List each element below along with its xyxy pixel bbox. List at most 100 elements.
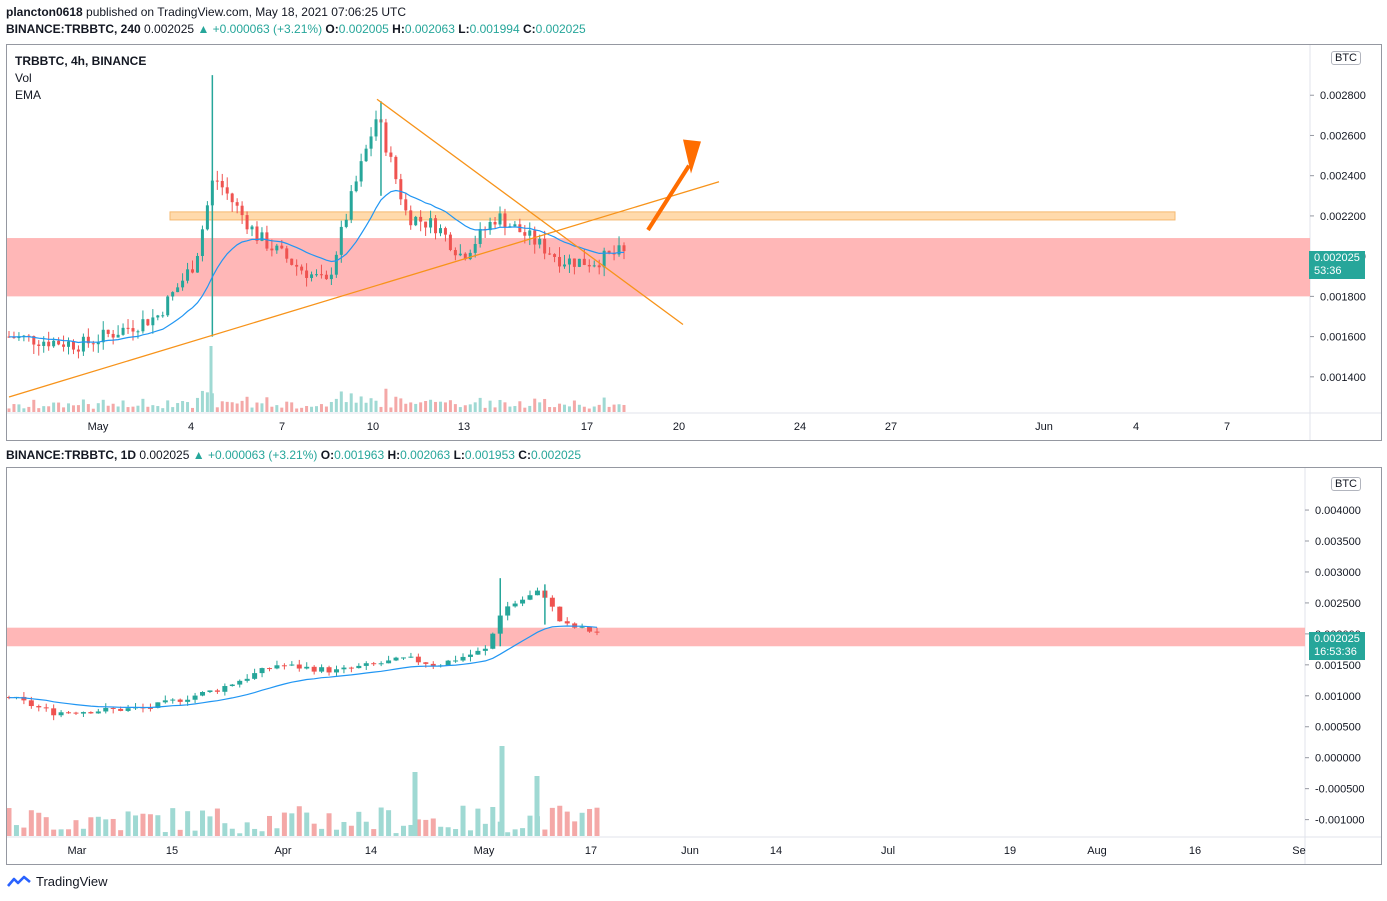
volume-bar [443, 402, 447, 412]
top-chart-panel[interactable]: 0.0014000.0016000.0018000.0020000.002200… [6, 44, 1382, 441]
volume-bar [91, 408, 95, 412]
volume-bar [43, 817, 49, 836]
x-tick-label: Jun [1035, 421, 1053, 433]
candle-body [438, 228, 442, 234]
y-tick-label: 0.001000 [1315, 691, 1361, 703]
x-tick-label: Jul [881, 845, 895, 857]
volume-bar [520, 828, 526, 836]
volume-bar [52, 402, 56, 412]
volume-bar [289, 813, 295, 836]
volume-bar [13, 825, 19, 836]
top-unit-label[interactable]: BTC [1331, 51, 1361, 65]
candle-body [549, 597, 555, 607]
candle-body [176, 287, 180, 293]
bottom-chart-svg[interactable]: 0.0040000.0035000.0030000.0025000.002000… [7, 468, 1381, 864]
volume-bar [493, 407, 497, 412]
volume-bar [582, 406, 586, 412]
candle-body [230, 193, 234, 203]
volume-bar [110, 818, 116, 836]
volume-bar [171, 407, 175, 412]
candle-body [111, 333, 115, 338]
bottom-chart-panel[interactable]: 0.0040000.0035000.0030000.0025000.002000… [6, 467, 1382, 865]
legend-title[interactable]: TRBBTC, 4h, BINANCE [15, 54, 147, 68]
candle-body [349, 191, 353, 220]
candle-body [356, 665, 362, 669]
publish-line: plancton0618 published on TradingView.co… [6, 5, 406, 19]
candle-body [319, 667, 325, 672]
top-last: 0.002025 [144, 22, 195, 36]
volume-bar [200, 390, 204, 412]
candle-body [225, 187, 229, 194]
volume-bar [200, 810, 206, 836]
footer-brand[interactable]: TradingView [6, 874, 108, 889]
volume-bar [508, 406, 512, 412]
author[interactable]: plancton0618 [6, 5, 83, 19]
volume-bar [558, 403, 562, 412]
y-tick-label: 0.002400 [1320, 171, 1366, 183]
candle-body [57, 340, 61, 345]
volume-bar [463, 405, 467, 412]
top-low: 0.001994 [469, 22, 520, 36]
volume-spike-bar [412, 772, 418, 836]
candle-body [400, 657, 406, 659]
candle-body [220, 180, 224, 188]
l-label: L: [458, 22, 470, 36]
candle-body [215, 180, 219, 182]
volume-bar [587, 408, 591, 412]
volume-bar [315, 406, 318, 412]
x-tick-label: 4 [188, 421, 194, 433]
candle-body [324, 274, 328, 280]
x-tick-label: 27 [885, 421, 897, 433]
support-zone [7, 238, 1310, 297]
candle-body [76, 349, 80, 352]
volume-bar [304, 812, 310, 836]
candle-body [281, 665, 287, 667]
candle-body [386, 660, 392, 664]
top-price-tag: 0.002025 53:36 [1309, 251, 1365, 279]
candle-body [237, 680, 243, 685]
candle-body [622, 245, 626, 252]
x-tick-label: May [88, 421, 109, 433]
publish-info: published on TradingView.com, May 18, 20… [82, 5, 407, 19]
candle-body [161, 315, 165, 317]
top-chart-svg[interactable]: 0.0014000.0016000.0018000.0020000.002200… [7, 45, 1381, 440]
volume-bar [389, 407, 393, 412]
legend-vol[interactable]: Vol [15, 71, 32, 85]
c-label: C: [518, 448, 531, 462]
bottom-last: 0.002025 [139, 448, 190, 462]
candle-body [245, 215, 249, 230]
bottom-unit-label[interactable]: BTC [1331, 477, 1361, 491]
volume-bar [482, 823, 488, 836]
x-tick-label: Apr [274, 845, 291, 857]
candle-body [310, 274, 314, 278]
candle-body [572, 258, 576, 267]
y-tick-label: 0.002200 [1320, 211, 1366, 223]
top-close: 0.002025 [535, 22, 586, 36]
top-ohlc-line: BINANCE:TRBBTC, 240 0.002025 ▲ +0.000063… [6, 22, 586, 36]
volume-bar [399, 398, 403, 412]
candle-body [558, 256, 562, 267]
volume-bar [363, 821, 369, 836]
volume-bar [125, 811, 131, 836]
ascending-trendline [8, 181, 720, 398]
ema-line [8, 625, 598, 709]
volume-bar [295, 408, 299, 412]
candle-body [602, 250, 606, 268]
candle-body [518, 224, 522, 233]
volume-bar [448, 400, 452, 412]
candle-body [171, 292, 175, 297]
volume-bar [607, 406, 611, 412]
candle-body [28, 700, 34, 707]
candle-body [415, 656, 421, 663]
legend-ema[interactable]: EMA [15, 88, 42, 102]
volume-bar [255, 402, 259, 412]
volume-bar [95, 816, 101, 836]
volume-bar [252, 828, 258, 836]
candle-body [374, 119, 378, 137]
volume-bar [348, 825, 354, 836]
candle-body [468, 252, 472, 260]
volume-bar [378, 807, 384, 836]
volume-bar [468, 404, 472, 412]
volume-bar [445, 827, 451, 836]
volume-bar [300, 407, 304, 412]
